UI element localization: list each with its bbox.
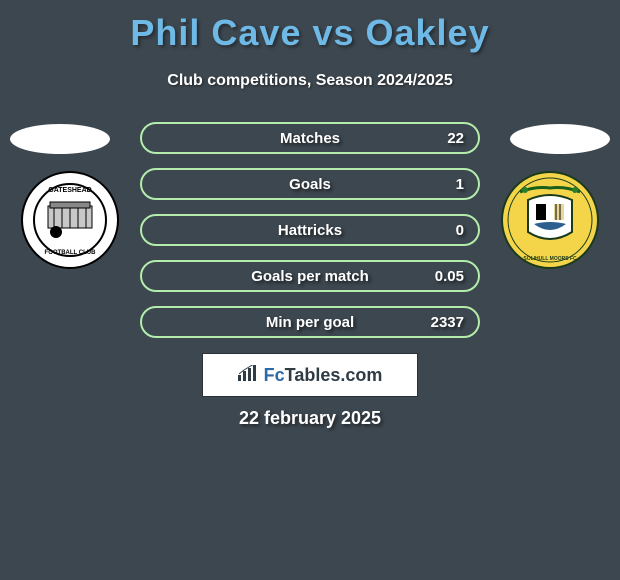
stat-row-matches: Matches 22	[140, 122, 480, 154]
svg-text:FOOTBALL CLUB: FOOTBALL CLUB	[45, 250, 97, 256]
stat-label: Hattricks	[278, 222, 342, 239]
stat-label: Matches	[280, 130, 340, 147]
stat-label: Goals per match	[251, 268, 369, 285]
logo-text: Tables.com	[285, 365, 383, 385]
club-badge-left: GATESHEAD FOOTBALL CLUB	[20, 170, 120, 270]
stat-label: Goals	[289, 176, 331, 193]
logo-prefix: Fc	[264, 365, 285, 385]
stat-value: 0.05	[435, 268, 464, 285]
stat-value: 2337	[431, 314, 464, 331]
stat-row-hattricks: Hattricks 0	[140, 214, 480, 246]
player-avatar-right	[510, 124, 610, 154]
gateshead-badge-icon: GATESHEAD FOOTBALL CLUB	[20, 170, 120, 270]
stat-value: 22	[447, 130, 464, 147]
club-badge-right: SOLIHULL MOORS FC	[500, 170, 600, 270]
fctables-logo[interactable]: FcTables.com	[202, 353, 418, 397]
stat-row-min-per-goal: Min per goal 2337	[140, 306, 480, 338]
stats-container: Matches 22 Goals 1 Hattricks 0 Goals per…	[140, 122, 480, 352]
player-avatar-left	[10, 124, 110, 154]
chart-icon	[238, 365, 258, 386]
stat-label: Min per goal	[266, 314, 354, 331]
stat-row-goals-per-match: Goals per match 0.05	[140, 260, 480, 292]
stat-value: 0	[456, 222, 464, 239]
subtitle: Club competitions, Season 2024/2025	[0, 72, 620, 90]
svg-text:GATESHEAD: GATESHEAD	[48, 187, 91, 194]
svg-text:SOLIHULL MOORS FC: SOLIHULL MOORS FC	[523, 256, 577, 262]
solihull-badge-icon: SOLIHULL MOORS FC	[500, 170, 600, 270]
page-title: Phil Cave vs Oakley	[0, 0, 620, 54]
stat-row-goals: Goals 1	[140, 168, 480, 200]
date-label: 22 february 2025	[0, 408, 620, 429]
stat-value: 1	[456, 176, 464, 193]
